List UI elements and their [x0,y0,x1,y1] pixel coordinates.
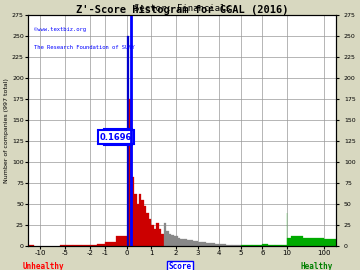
Text: Score: Score [168,262,192,270]
Text: 0.1696: 0.1696 [100,133,132,141]
Bar [232,245,241,246]
Bar [73,245,81,246]
Bar [141,200,144,246]
Bar [219,244,226,246]
Bar [275,245,281,246]
Bar [127,36,129,246]
Bar [90,245,97,246]
Bar [195,241,198,246]
Bar [65,245,73,246]
Bar [202,242,206,246]
Bar [303,238,324,246]
Bar [193,241,195,246]
Bar [149,218,151,246]
Bar [324,239,336,246]
Bar [287,238,291,246]
Bar [226,245,232,246]
Bar [281,245,287,246]
Bar [198,242,202,246]
Bar [129,99,132,246]
Bar [97,244,105,246]
Bar [166,231,168,246]
Bar [206,243,211,246]
Bar [183,239,185,246]
Bar [134,194,136,246]
Bar [176,236,178,246]
Title: Z'-Score Histogram for GGAL (2016): Z'-Score Histogram for GGAL (2016) [76,5,288,15]
Bar [215,244,219,246]
Text: Unhealthy: Unhealthy [22,262,64,270]
Bar [178,238,180,246]
Bar [60,245,65,246]
Bar [161,234,164,246]
Bar [28,245,34,246]
Bar [185,239,187,246]
Bar [139,194,141,246]
Bar [252,245,262,246]
Bar [154,230,156,246]
Bar [136,204,139,246]
Y-axis label: Number of companies (997 total): Number of companies (997 total) [4,78,9,183]
Bar [147,212,149,246]
Bar [164,223,166,246]
Bar [269,245,275,246]
Bar [187,240,189,246]
Bar [189,240,191,246]
Bar [291,236,303,246]
Bar [151,225,154,246]
Bar [159,230,161,246]
Bar [174,236,176,246]
Text: Healthy: Healthy [301,262,333,270]
Bar [156,223,159,246]
Bar [105,242,116,246]
Bar [81,245,90,246]
Bar [116,236,127,246]
Bar [211,243,215,246]
Bar [241,245,252,246]
Bar [180,239,183,246]
Text: ©www.textbiz.org: ©www.textbiz.org [34,27,86,32]
Text: Sector: Financials: Sector: Financials [134,4,230,13]
Bar [132,177,134,246]
Bar [144,206,147,246]
Bar [171,235,174,246]
Bar [262,244,269,246]
Bar [168,234,171,246]
Text: The Research Foundation of SUNY: The Research Foundation of SUNY [34,45,135,50]
Bar [191,240,193,246]
